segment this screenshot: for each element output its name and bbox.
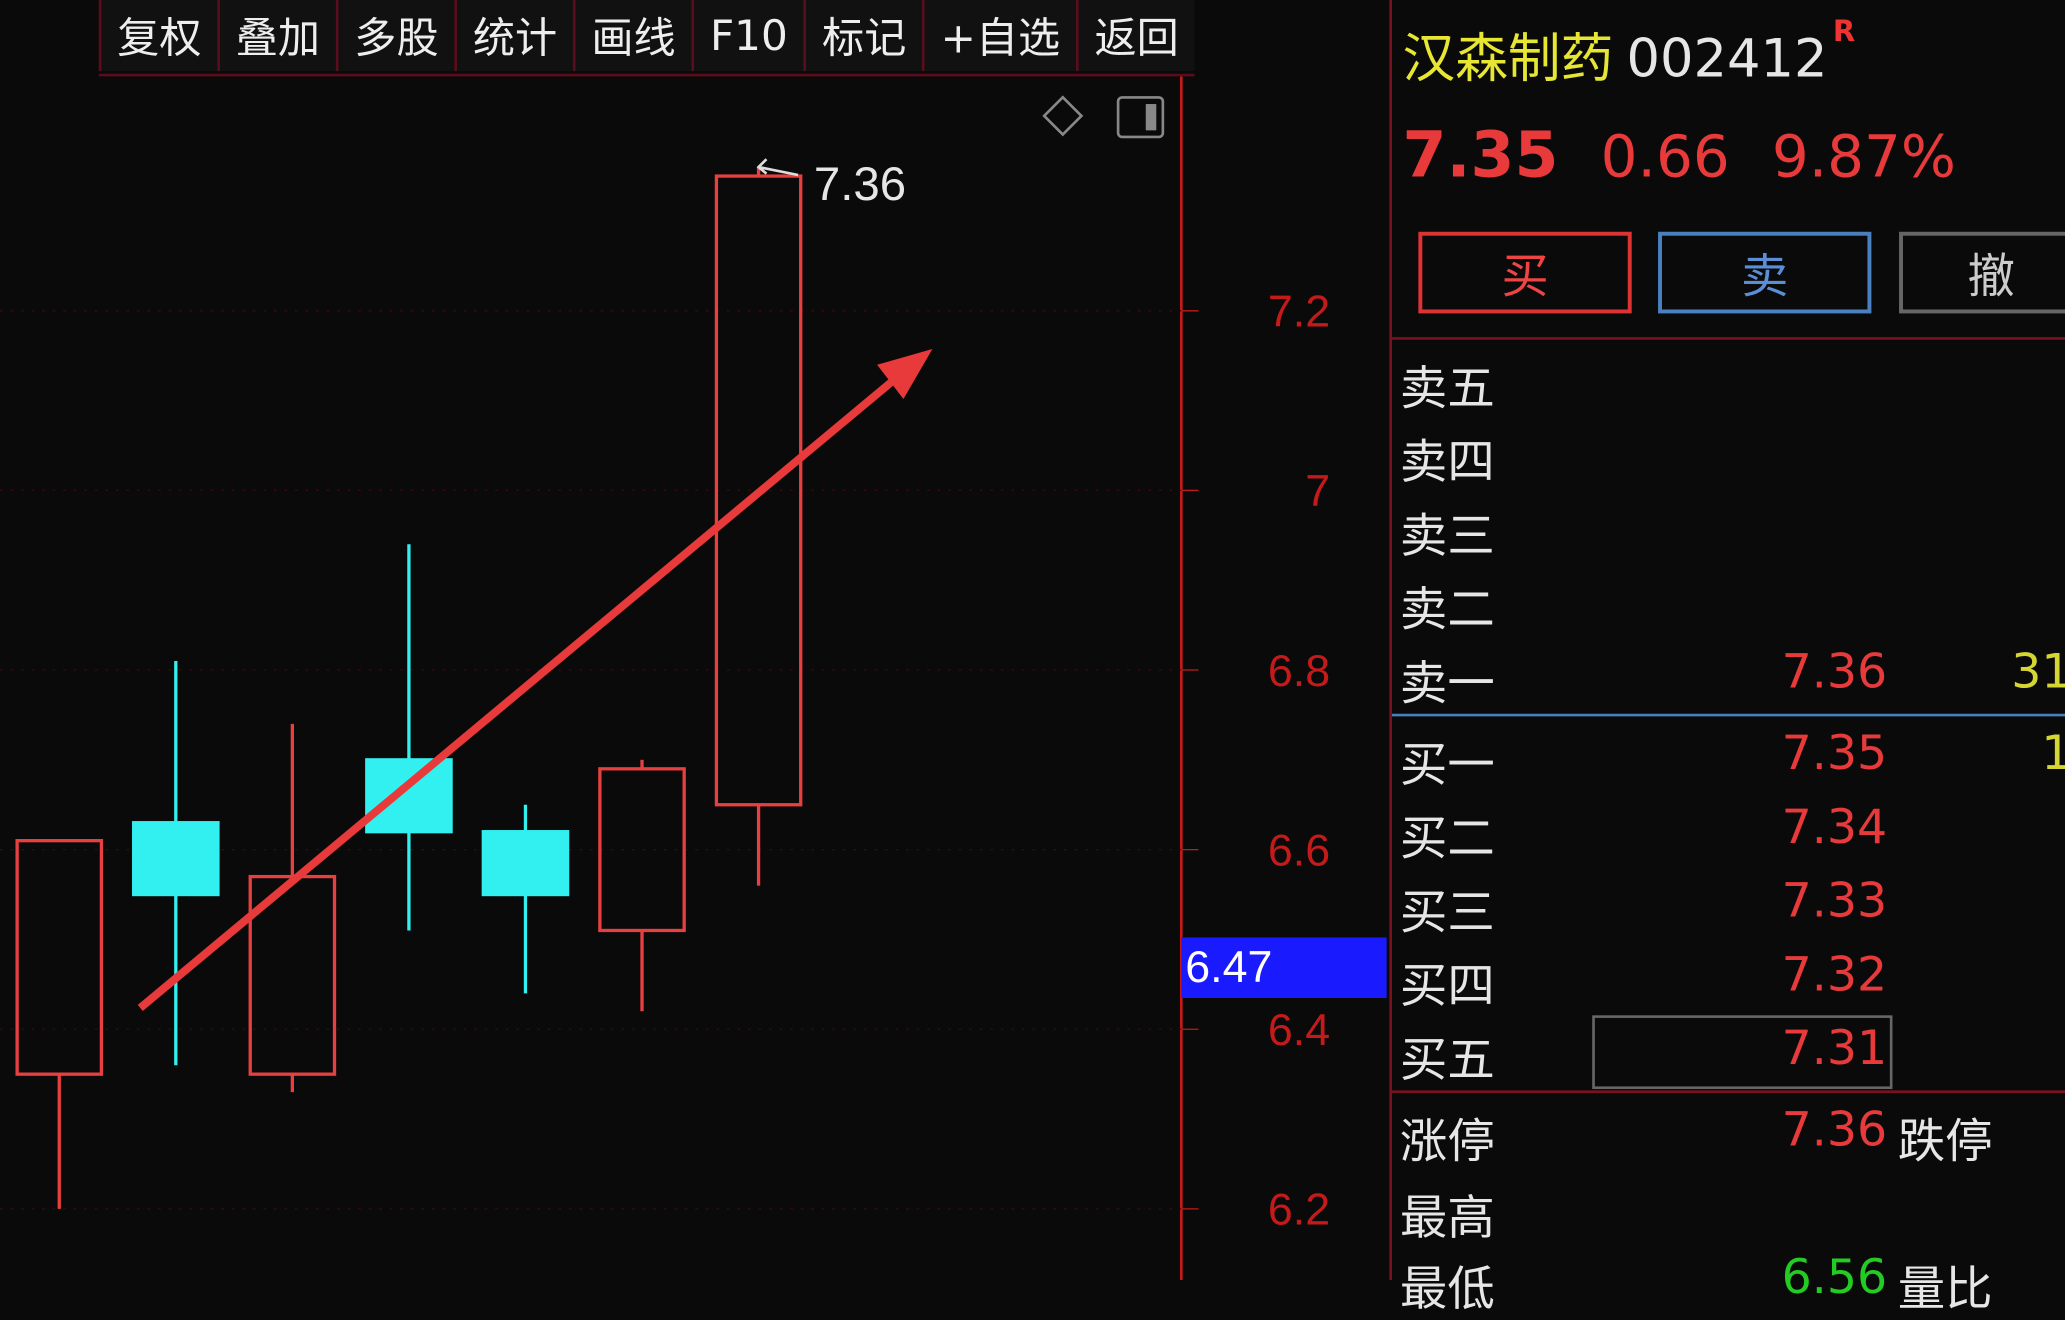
level-label: 卖五: [1399, 362, 1495, 417]
panel-toggle-bar: [1145, 104, 1157, 131]
high-pointer-icon: [756, 158, 799, 177]
y-tick-label: 7: [1305, 466, 1330, 516]
level-price: 7.33: [1781, 874, 1888, 929]
level-label: 卖一: [1399, 657, 1495, 712]
candle-down: [132, 821, 220, 897]
margin-badge: R: [1832, 15, 1856, 49]
selected-row-box: [1592, 1015, 1893, 1090]
level-label: 卖四: [1399, 435, 1495, 490]
divider: [1392, 1090, 2065, 1094]
panel-toggle-icon[interactable]: [1116, 96, 1165, 139]
low-row: 最低 6.56 量比: [1400, 1251, 2065, 1317]
toolbar: 复权 叠加 多股 统计 画线 F10 标记 +自选 返回: [98, 0, 1195, 77]
price-change: 0.66: [1600, 123, 1730, 191]
low-value: 6.56: [1781, 1251, 1888, 1306]
quote-panel: 汉森制药 002412 R 7.35 0.66 9.87% 买 卖 撤 卖五卖四卖三…: [1389, 0, 2065, 1317]
level-price: 7.35: [1781, 726, 1888, 781]
cancel-button[interactable]: 撤: [1899, 231, 2065, 314]
cursor-price-label: 6.47: [1185, 942, 1272, 992]
level-volume: 31: [2011, 645, 2065, 700]
level-volume: 1: [2041, 727, 2065, 781]
toolbar-button[interactable]: 复权: [98, 0, 218, 72]
level-label: 买五: [1399, 1033, 1495, 1088]
bid-ask-divider: [1392, 713, 2065, 717]
level-label: 卖二: [1399, 583, 1495, 638]
toolbar-button[interactable]: F10: [691, 0, 804, 72]
level-label: 买一: [1399, 738, 1495, 793]
toolbar-button[interactable]: +自选: [922, 0, 1077, 72]
limit-up-label: 涨停: [1399, 1115, 1495, 1170]
buy-button[interactable]: 买: [1418, 231, 1632, 314]
bid-row[interactable]: 买四 7.32: [1400, 948, 2065, 1014]
toolbar-button[interactable]: 多股: [335, 0, 455, 72]
trend-arrow-head-icon: [877, 348, 933, 400]
high-annotation: 7.36: [814, 158, 906, 211]
level-label: 买四: [1399, 959, 1495, 1014]
stock-code: 002412: [1626, 28, 1828, 90]
y-tick-label: 6.2: [1268, 1185, 1330, 1235]
level-label: 买三: [1399, 886, 1495, 941]
ask-row[interactable]: 卖五: [1400, 350, 2065, 416]
toolbar-button[interactable]: 标记: [803, 0, 923, 72]
candle-down: [365, 758, 453, 834]
candle-up: [714, 174, 803, 807]
bid-row[interactable]: 买五 7.31: [1400, 1022, 2065, 1088]
limit-down-label: 跌停: [1897, 1115, 1993, 1170]
candle-up: [15, 839, 104, 1076]
level-label: 卖三: [1399, 509, 1495, 564]
toolbar-button[interactable]: 叠加: [217, 0, 336, 72]
level-label: 买二: [1399, 812, 1495, 867]
change-percent: 9.87%: [1771, 123, 1956, 191]
divider: [1392, 337, 2065, 340]
stock-name: 汉森制药: [1402, 28, 1614, 90]
cursor-price-box: [1181, 937, 1387, 999]
toolbar-button[interactable]: 画线: [572, 0, 692, 72]
ask-row[interactable]: 卖三: [1400, 498, 2065, 564]
high-row: 最高: [1400, 1180, 2065, 1246]
ask-row[interactable]: 卖一 7.36 31: [1400, 645, 2065, 711]
toolbar-button[interactable]: 统计: [454, 0, 573, 72]
level-price: 7.34: [1781, 800, 1888, 855]
toolbar-button[interactable]: 返回: [1076, 0, 1195, 72]
low-label: 最低: [1399, 1262, 1495, 1317]
high-label: 最高: [1399, 1191, 1495, 1246]
bid-row[interactable]: 买三 7.33: [1400, 874, 2065, 940]
trend-arrow-line: [137, 372, 903, 1011]
y-tick-label: 6.4: [1268, 1005, 1330, 1055]
stock-title: 汉森制药 002412 R: [1403, 16, 1856, 92]
sell-button[interactable]: 卖: [1658, 231, 1872, 314]
bid-row[interactable]: 买一 7.35 1: [1400, 727, 2065, 793]
ask-row[interactable]: 卖四: [1400, 424, 2065, 490]
kline-chart[interactable]: 7.2 7 6.8 6.6 6.4 6.2 7.36 6.47: [0, 76, 1387, 1280]
y-tick-label: 6.8: [1268, 646, 1330, 696]
level-price: 7.36: [1781, 645, 1888, 700]
candle-down: [481, 830, 570, 897]
level-price: 7.31: [1781, 1021, 1888, 1076]
quote-line: 7.35 0.66 9.87%: [1403, 119, 1956, 193]
last-price: 7.35: [1402, 118, 1559, 193]
candle-up: [598, 767, 686, 933]
limit-up-value: 7.36: [1781, 1103, 1888, 1158]
volume-ratio-label: 量比: [1897, 1262, 1993, 1317]
y-tick-label: 7.2: [1268, 287, 1330, 337]
y-tick-label: 6.6: [1268, 825, 1330, 875]
bid-row[interactable]: 买二 7.34: [1400, 801, 2065, 867]
level-price: 7.32: [1781, 948, 1888, 1003]
limit-row: 涨停 7.36 跌停: [1400, 1104, 2065, 1170]
diamond-icon: [1042, 95, 1084, 137]
ask-row[interactable]: 卖二: [1399, 572, 2065, 638]
